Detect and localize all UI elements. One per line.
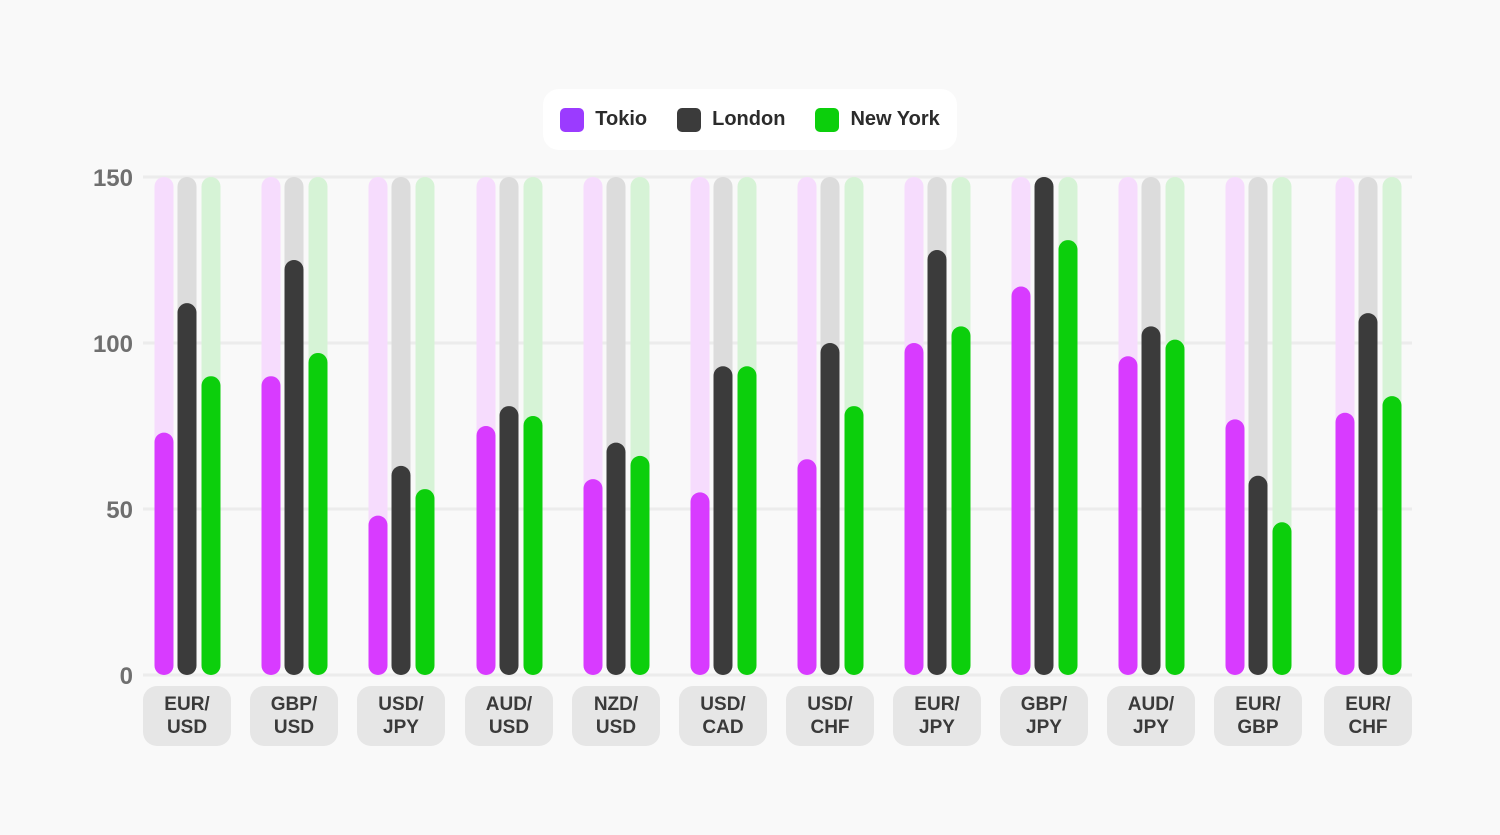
bar-london[interactable] <box>713 366 733 675</box>
bar-new-york[interactable] <box>1272 522 1292 675</box>
bar-london[interactable] <box>391 465 411 675</box>
legend-label: Tokio <box>595 108 648 130</box>
legend: Tokio London New York <box>543 89 957 150</box>
bar-new-york[interactable] <box>844 406 864 675</box>
bar-new-york[interactable] <box>523 416 543 675</box>
bar-tokio[interactable] <box>261 376 281 675</box>
bar-new-york[interactable] <box>1058 240 1078 675</box>
bar-london[interactable] <box>284 260 304 675</box>
bar-tokio[interactable] <box>904 343 924 675</box>
legend-swatch <box>560 107 585 132</box>
bar-new-york[interactable] <box>201 376 221 675</box>
bar-new-york[interactable] <box>737 366 757 675</box>
x-tick-label: USD/ CHF <box>786 686 874 746</box>
x-tick-label: EUR/ JPY <box>893 686 981 746</box>
bar-new-york[interactable] <box>630 455 650 675</box>
bar-london[interactable] <box>1034 177 1054 675</box>
legend-item[interactable]: New York <box>815 107 940 132</box>
bar-london[interactable] <box>927 250 947 676</box>
x-tick-label: NZD/ USD <box>572 686 660 746</box>
y-tick-label: 150 <box>93 165 133 192</box>
bar-london[interactable] <box>820 343 840 675</box>
legend-label: New York <box>850 108 940 130</box>
bar-new-york[interactable] <box>1382 396 1402 675</box>
x-tick-label: AUD/ JPY <box>1107 686 1195 746</box>
bar-london[interactable] <box>1248 475 1268 675</box>
bar-new-york[interactable] <box>1165 339 1185 675</box>
bar-tokio[interactable] <box>1225 419 1245 675</box>
bar-new-york[interactable] <box>951 326 971 675</box>
x-tick-label: EUR/ USD <box>143 686 231 746</box>
legend-label: London <box>712 108 786 130</box>
bar-tokio[interactable] <box>1118 356 1138 675</box>
x-tick-label: AUD/ USD <box>465 686 553 746</box>
bar-tokio[interactable] <box>476 426 496 675</box>
bar-london[interactable] <box>177 303 197 675</box>
x-tick-label: GBP/ JPY <box>1000 686 1088 746</box>
x-tick-label: EUR/ GBP <box>1214 686 1302 746</box>
x-tick-label: EUR/ CHF <box>1324 686 1412 746</box>
bar-london[interactable] <box>1358 313 1378 675</box>
y-tick-label: 0 <box>120 663 133 690</box>
x-tick-label: USD/ JPY <box>357 686 445 746</box>
bar-london[interactable] <box>606 442 626 675</box>
bar-london[interactable] <box>499 406 519 675</box>
bar-london[interactable] <box>1141 326 1161 675</box>
bar-tokio[interactable] <box>690 492 710 675</box>
bar-tokio[interactable] <box>368 515 388 675</box>
legend-item[interactable]: London <box>677 107 786 132</box>
bar-tokio[interactable] <box>1335 412 1355 675</box>
bar-new-york[interactable] <box>415 489 435 675</box>
bar-tokio[interactable] <box>154 432 174 675</box>
bar-tokio[interactable] <box>1011 286 1031 675</box>
x-tick-label: GBP/ USD <box>250 686 338 746</box>
bar-tokio[interactable] <box>583 479 603 675</box>
legend-swatch <box>677 107 702 132</box>
y-tick-label: 50 <box>106 497 133 524</box>
x-tick-label: USD/ CAD <box>679 686 767 746</box>
bar-tokio[interactable] <box>797 459 817 675</box>
y-tick-label: 100 <box>93 331 133 358</box>
legend-item[interactable]: Tokio <box>560 107 648 132</box>
bar-new-york[interactable] <box>308 352 328 675</box>
legend-swatch <box>815 107 840 132</box>
